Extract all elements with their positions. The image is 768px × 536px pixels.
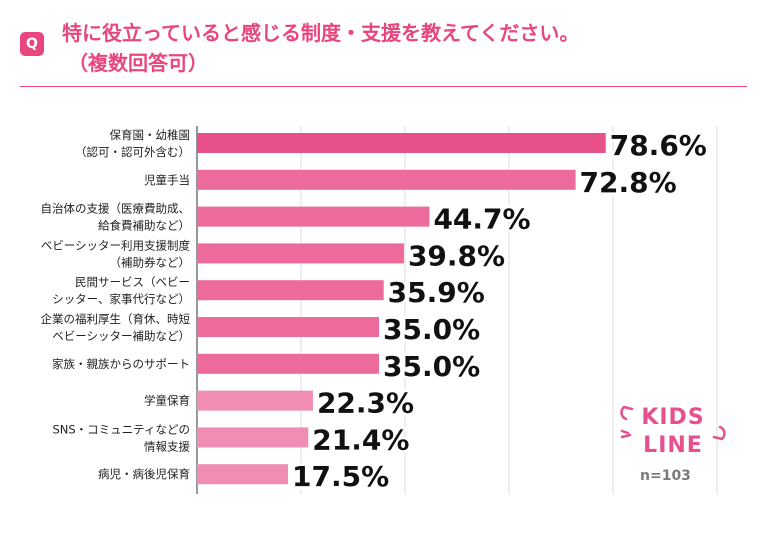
category-label: （認可・認可外含む）: [75, 145, 190, 159]
category-label: シッター、家事代行など）: [52, 292, 190, 306]
value-label: 22.3%: [317, 387, 414, 420]
category-label: ベビーシッター利用支援制度: [41, 238, 191, 252]
category-label: （補助券など）: [110, 255, 191, 269]
value-label: 39.8%: [408, 239, 505, 272]
bar: [197, 133, 606, 153]
question-badge: Q: [20, 32, 44, 56]
value-label: 35.0%: [383, 313, 480, 346]
value-label: 72.8%: [580, 166, 677, 199]
category-label: 児童手当: [144, 173, 190, 187]
category-label: 給食費補助など）: [98, 219, 190, 233]
bar: [197, 243, 404, 264]
category-label: ベビーシッター補助など）: [52, 329, 190, 343]
value-label: 35.0%: [383, 350, 480, 383]
logo-figure-icon: [620, 405, 726, 441]
category-label: 家族・親族からのサポート: [52, 357, 190, 371]
value-label: 17.5%: [292, 460, 389, 493]
bar: [197, 280, 384, 301]
logo-text-line2: LINE: [643, 433, 703, 458]
category-label: 自治体の支援（医療費助成、: [41, 202, 191, 216]
category-label: 企業の福利厚生（育休、時短: [41, 312, 191, 326]
value-label: 35.9%: [388, 276, 485, 309]
category-label: 保育園・幼稚園: [110, 128, 191, 142]
kidsline-logo: KIDS LINE: [620, 405, 726, 458]
question-title: 特に役立っていると感じる制度・支援を教えてください。 （複数回答可）: [62, 18, 752, 78]
category-label: 民間サービス（ベビー: [75, 275, 190, 289]
title-divider: [20, 86, 747, 87]
sample-size: n=103: [640, 468, 691, 484]
category-label: 病児・病後児保育: [98, 467, 190, 481]
logo-text-line1: KIDS: [641, 405, 704, 430]
category-label: 学童保育: [144, 394, 190, 408]
bar: [197, 169, 576, 190]
category-label: 情報支援: [144, 439, 190, 453]
value-label: 21.4%: [312, 423, 409, 456]
bar: [197, 353, 379, 374]
question-title-line2: （複数回答可）: [68, 51, 208, 75]
bar: [197, 390, 313, 411]
value-label: 78.6%: [610, 129, 707, 162]
value-label: 44.7%: [433, 203, 530, 236]
bar: [197, 427, 309, 448]
bar: [197, 464, 288, 485]
bar: [197, 206, 430, 227]
category-label: SNS・コミュニティなどの: [52, 422, 190, 436]
question-title-line1: 特に役立っていると感じる制度・支援を教えてください。: [62, 21, 580, 45]
bar: [197, 317, 379, 337]
